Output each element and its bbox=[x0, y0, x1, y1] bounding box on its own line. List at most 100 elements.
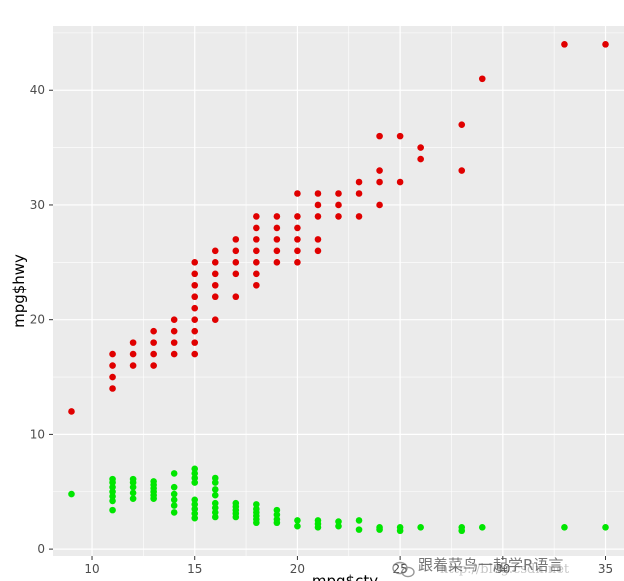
data-point bbox=[170, 470, 178, 477]
data-point bbox=[109, 488, 116, 496]
x-tick-label: 10 bbox=[84, 562, 99, 576]
data-point bbox=[191, 501, 199, 508]
data-point bbox=[211, 486, 219, 493]
data-point bbox=[273, 213, 281, 220]
data-point bbox=[211, 499, 219, 507]
data-point bbox=[294, 259, 301, 266]
y-axis-title: mpg$hwy bbox=[10, 254, 28, 328]
data-point bbox=[335, 522, 342, 530]
data-point bbox=[355, 190, 363, 197]
data-point bbox=[129, 475, 137, 483]
data-point bbox=[170, 490, 178, 498]
data-point bbox=[191, 505, 199, 513]
data-point bbox=[253, 236, 260, 243]
data-point bbox=[335, 518, 342, 525]
data-point bbox=[129, 489, 137, 497]
data-point bbox=[294, 522, 301, 530]
data-point bbox=[191, 270, 199, 278]
data-point bbox=[314, 213, 322, 220]
data-point bbox=[417, 155, 424, 163]
data-point bbox=[129, 350, 137, 358]
data-point bbox=[109, 373, 116, 381]
data-point bbox=[253, 505, 260, 513]
data-point bbox=[314, 236, 322, 243]
data-point bbox=[129, 339, 137, 346]
data-point bbox=[602, 41, 609, 48]
watermark-text: 跟着菜鸟一起学R语言 bbox=[418, 556, 563, 574]
data-point bbox=[150, 339, 157, 346]
data-point bbox=[396, 524, 404, 531]
data-point bbox=[191, 465, 199, 473]
data-point bbox=[314, 190, 322, 197]
data-point bbox=[417, 524, 424, 531]
data-point bbox=[211, 270, 219, 278]
data-point bbox=[150, 478, 157, 485]
data-point bbox=[561, 524, 568, 531]
data-point bbox=[191, 510, 199, 517]
data-point bbox=[273, 236, 281, 243]
data-point bbox=[68, 408, 75, 415]
data-point bbox=[129, 362, 137, 369]
data-point bbox=[129, 483, 137, 491]
data-point bbox=[211, 479, 219, 486]
series-2 bbox=[68, 465, 609, 535]
data-point bbox=[376, 524, 383, 531]
data-point bbox=[335, 213, 342, 220]
data-point bbox=[191, 339, 199, 346]
data-point bbox=[191, 304, 199, 312]
x-tick-label: 35 bbox=[598, 562, 613, 576]
data-point bbox=[253, 281, 260, 289]
data-point bbox=[191, 479, 199, 486]
data-point bbox=[232, 259, 240, 266]
data-point bbox=[294, 236, 301, 243]
data-point bbox=[273, 259, 281, 266]
data-point bbox=[355, 178, 363, 186]
wechat-icon bbox=[392, 561, 415, 578]
data-point bbox=[150, 327, 157, 335]
data-point bbox=[109, 475, 116, 483]
y-tick-label: 40 bbox=[30, 83, 45, 97]
data-point bbox=[211, 491, 219, 499]
data-point bbox=[232, 499, 240, 507]
data-point bbox=[211, 474, 219, 482]
data-point bbox=[191, 327, 199, 335]
data-point bbox=[170, 327, 178, 335]
data-point bbox=[191, 474, 199, 482]
data-point bbox=[253, 224, 260, 232]
data-point bbox=[211, 293, 219, 301]
x-axis-title: mpg$cty bbox=[312, 572, 378, 581]
data-point bbox=[150, 350, 157, 358]
data-point bbox=[561, 41, 568, 48]
data-point bbox=[150, 362, 157, 369]
data-point bbox=[68, 490, 75, 498]
data-point bbox=[170, 502, 178, 509]
data-point bbox=[191, 514, 199, 522]
y-tick-label: 30 bbox=[30, 198, 45, 212]
data-point bbox=[478, 75, 486, 83]
data-point bbox=[170, 316, 178, 323]
data-point bbox=[109, 385, 116, 392]
data-point bbox=[273, 224, 281, 232]
data-point bbox=[253, 501, 260, 508]
data-point bbox=[294, 213, 301, 220]
data-point bbox=[232, 247, 240, 255]
data-point bbox=[314, 517, 322, 524]
data-point bbox=[109, 493, 116, 500]
data-point bbox=[191, 496, 199, 504]
data-point bbox=[376, 201, 383, 209]
data-point bbox=[314, 201, 322, 209]
data-point bbox=[376, 167, 383, 174]
data-point bbox=[273, 511, 281, 519]
data-point bbox=[170, 496, 178, 504]
data-point bbox=[355, 213, 363, 220]
data-point bbox=[170, 339, 178, 346]
data-point bbox=[294, 247, 301, 255]
watermark: http://blog.csdn.net 跟着菜鸟一起学R语言 bbox=[392, 556, 570, 578]
data-point bbox=[109, 483, 116, 491]
data-point bbox=[253, 259, 260, 266]
data-point bbox=[294, 190, 301, 197]
y-axis-ticks: 0 10 20 30 40 bbox=[30, 83, 53, 556]
watermark-url: http://blog.csdn.net bbox=[440, 562, 570, 577]
